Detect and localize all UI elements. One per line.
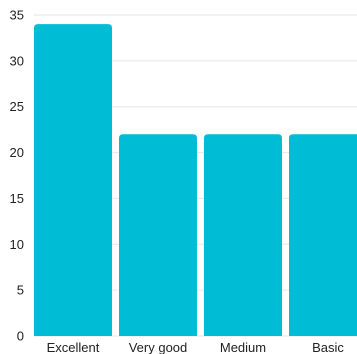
y-tick-label: 0 bbox=[17, 329, 24, 344]
y-tick-label: 25 bbox=[10, 99, 24, 114]
bar-excellent bbox=[34, 24, 112, 337]
x-axis-labels: Excellent Very good Medium Basic bbox=[47, 340, 345, 354]
y-tick-label: 10 bbox=[10, 237, 24, 252]
y-tick-label: 35 bbox=[10, 8, 24, 23]
bar-very-good bbox=[119, 134, 197, 336]
y-tick-label: 30 bbox=[10, 53, 24, 68]
x-category-label: Very good bbox=[129, 340, 188, 354]
y-tick-label: 20 bbox=[10, 145, 24, 160]
x-category-label: Medium bbox=[220, 340, 266, 354]
bars-group bbox=[34, 24, 357, 337]
bar-basic bbox=[289, 134, 357, 336]
x-category-label: Basic bbox=[312, 340, 344, 354]
y-axis-ticks: 0 5 10 15 20 25 30 35 bbox=[10, 8, 24, 344]
x-category-label: Excellent bbox=[47, 340, 100, 354]
y-tick-label: 15 bbox=[10, 191, 24, 206]
y-tick-label: 5 bbox=[17, 283, 24, 298]
bar-medium bbox=[204, 134, 282, 336]
